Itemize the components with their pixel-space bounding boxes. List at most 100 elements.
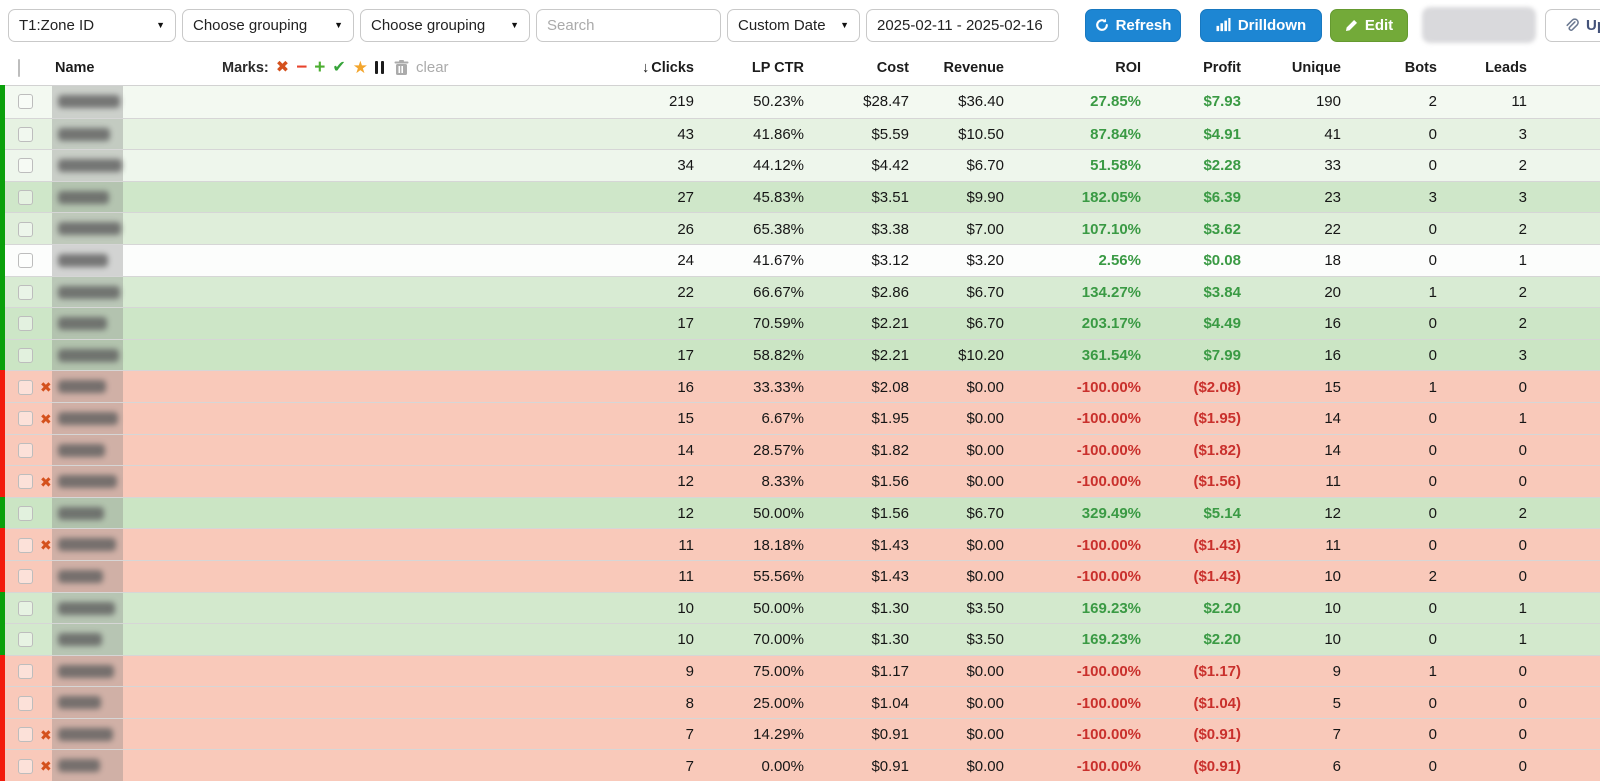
column-header-lp-ctr[interactable]: LP CTR: [751, 59, 804, 76]
row-checkbox[interactable]: [18, 569, 33, 585]
table-row[interactable]: ✖ 11 18.18% $1.43 $0.00 -100.00% ($1.43) 11 0 0: [0, 528, 1600, 561]
table-row[interactable]: 10 50.00% $1.30 $3.50 169.23% $2.20 10 0 1: [0, 591, 1600, 625]
row-name-redacted[interactable]: [52, 466, 123, 498]
date-preset-select[interactable]: Custom Date ▼: [727, 8, 860, 42]
row-name-redacted[interactable]: [52, 687, 123, 719]
row-checkbox[interactable]: [18, 537, 33, 553]
refresh-button[interactable]: Refresh: [1085, 8, 1181, 42]
table-row[interactable]: ✖ 7 14.29% $0.91 $0.00 -100.00% ($0.91) 7 0 0: [0, 717, 1600, 751]
row-x-mark-icon: ✖: [40, 410, 52, 427]
bots-cell: 0: [1428, 505, 1437, 523]
row-name-redacted[interactable]: [52, 181, 123, 214]
table-row[interactable]: 11 55.56% $1.43 $0.00 -100.00% ($1.43) 10 2 0: [0, 559, 1600, 593]
grouping-select-1[interactable]: Choose grouping ▼: [182, 8, 354, 42]
row-checkbox[interactable]: [18, 379, 33, 395]
row-checkbox[interactable]: [18, 506, 33, 522]
row-checkbox[interactable]: [18, 442, 33, 458]
row-checkbox[interactable]: [18, 221, 33, 237]
table-row[interactable]: 10 70.00% $1.30 $3.50 169.23% $2.20 10 0 1: [0, 623, 1600, 656]
mark-plus-icon[interactable]: +: [314, 57, 326, 78]
row-checkbox[interactable]: [18, 600, 33, 616]
row-name-redacted[interactable]: [52, 308, 123, 340]
row-name-redacted[interactable]: [52, 213, 123, 245]
table-row[interactable]: 219 50.23% $28.47 $36.40 27.85% $7.93 190 2 11: [0, 85, 1600, 119]
table-row[interactable]: ✖ 12 8.33% $1.56 $0.00 -100.00% ($1.56) 11 0 0: [0, 465, 1600, 498]
column-header-profit[interactable]: Profit: [1203, 59, 1241, 76]
column-header-cost[interactable]: Cost: [876, 59, 909, 76]
grouping-select-2[interactable]: Choose grouping ▼: [360, 8, 530, 42]
table-row[interactable]: 17 58.82% $2.21 $10.20 361.54% $7.99 16 0 3: [0, 338, 1600, 372]
row-checkbox[interactable]: [18, 348, 33, 364]
column-header-bots[interactable]: Bots: [1404, 59, 1437, 76]
column-header-revenue[interactable]: Revenue: [943, 59, 1004, 76]
row-name-redacted[interactable]: [52, 371, 123, 403]
mark-check-icon[interactable]: ✔: [332, 58, 346, 76]
row-name-redacted[interactable]: [52, 655, 123, 688]
trash-icon[interactable]: [394, 59, 409, 76]
row-checkbox[interactable]: [18, 126, 33, 142]
row-checkbox[interactable]: [18, 758, 33, 774]
row-name-redacted[interactable]: [52, 244, 123, 277]
table-row[interactable]: 34 44.12% $4.42 $6.70 51.58% $2.28 33 0 2: [0, 149, 1600, 182]
mark-star-icon[interactable]: ★: [352, 58, 369, 77]
metric-select[interactable]: T1:Zone ID ▼: [8, 8, 176, 42]
table-row[interactable]: ✖ 15 6.67% $1.95 $0.00 -100.00% ($1.95) 14 0 1: [0, 401, 1600, 435]
table-row[interactable]: ✖ 16 33.33% $2.08 $0.00 -100.00% ($2.08) 15 1 0: [0, 370, 1600, 403]
row-checkbox[interactable]: [18, 411, 33, 427]
row-name-redacted[interactable]: [52, 86, 123, 118]
select-all-checkbox[interactable]: [18, 58, 20, 77]
row-checkbox[interactable]: [18, 474, 33, 490]
row-checkbox[interactable]: [18, 632, 33, 648]
row-checkbox[interactable]: [18, 695, 33, 711]
lp-ctr-cell: 66.67%: [753, 283, 804, 301]
table-row[interactable]: 24 41.67% $3.12 $3.20 2.56% $0.08 18 0 1: [0, 243, 1600, 277]
drilldown-button[interactable]: Drilldown: [1200, 8, 1322, 42]
table-row[interactable]: 27 45.83% $3.51 $9.90 182.05% $6.39 23 3 3: [0, 180, 1600, 214]
row-name-redacted[interactable]: [52, 402, 123, 435]
mark-pause-icon[interactable]: [375, 61, 387, 74]
row-name-redacted[interactable]: [52, 560, 123, 593]
mark-x-icon[interactable]: ✖: [275, 58, 290, 76]
redacted-button[interactable]: [1422, 7, 1536, 43]
table-row[interactable]: 8 25.00% $1.04 $0.00 -100.00% ($1.04) 5 0 0: [0, 686, 1600, 719]
row-name-redacted[interactable]: [52, 434, 123, 467]
row-name-redacted[interactable]: [52, 750, 123, 781]
row-checkbox[interactable]: [18, 316, 33, 332]
search-input[interactable]: Search: [536, 8, 721, 42]
table-row[interactable]: ✖ 7 0.00% $0.91 $0.00 -100.00% ($0.91) 6 0 0: [0, 749, 1600, 781]
table-row[interactable]: 22 66.67% $2.86 $6.70 134.27% $3.84 20 1 2: [0, 275, 1600, 309]
row-checkbox[interactable]: [18, 253, 33, 269]
clear-marks-link[interactable]: clear: [416, 59, 449, 76]
row-name-redacted[interactable]: [52, 497, 123, 530]
row-name-redacted[interactable]: [52, 624, 123, 656]
column-header-unique[interactable]: Unique: [1291, 59, 1341, 76]
row-name-redacted[interactable]: [52, 118, 123, 151]
row-checkbox[interactable]: [18, 663, 33, 679]
row-checkbox[interactable]: [18, 158, 33, 174]
row-checkbox[interactable]: [18, 94, 33, 110]
mark-minus-icon[interactable]: −: [296, 57, 308, 78]
row-name-redacted[interactable]: [52, 276, 123, 309]
table-row[interactable]: 14 28.57% $1.82 $0.00 -100.00% ($1.82) 14 0 0: [0, 433, 1600, 467]
row-checkbox[interactable]: [18, 284, 33, 300]
table-row[interactable]: 43 41.86% $5.59 $10.50 87.84% $4.91 41 0 3: [0, 117, 1600, 151]
row-name-redacted[interactable]: [52, 718, 123, 751]
edit-button[interactable]: Edit: [1330, 8, 1408, 42]
row-checkbox[interactable]: [18, 190, 33, 206]
table-row[interactable]: 17 70.59% $2.21 $6.70 203.17% $4.49 16 0 2: [0, 307, 1600, 340]
table-row[interactable]: 26 65.38% $3.38 $7.00 107.10% $3.62 22 0 2: [0, 212, 1600, 245]
column-header-leads[interactable]: Leads: [1485, 59, 1527, 76]
row-name-redacted[interactable]: [52, 150, 123, 182]
date-range-input[interactable]: 2025-02-11 - 2025-02-16: [866, 8, 1059, 42]
row-name-redacted[interactable]: [52, 592, 123, 625]
table-row[interactable]: 9 75.00% $1.17 $0.00 -100.00% ($1.17) 9 1 0: [0, 654, 1600, 688]
row-checkbox[interactable]: [18, 727, 33, 743]
grouping-select-1-value: Choose grouping: [193, 16, 308, 34]
column-header-name[interactable]: Name: [55, 59, 95, 76]
row-name-redacted[interactable]: [52, 529, 123, 561]
row-name-redacted[interactable]: [52, 339, 123, 372]
update-button[interactable]: Up: [1545, 8, 1600, 42]
table-row[interactable]: 12 50.00% $1.56 $6.70 329.49% $5.14 12 0 2: [0, 496, 1600, 530]
column-header-clicks[interactable]: ↓ Clicks: [642, 59, 694, 76]
column-header-roi[interactable]: ROI: [1115, 59, 1141, 76]
